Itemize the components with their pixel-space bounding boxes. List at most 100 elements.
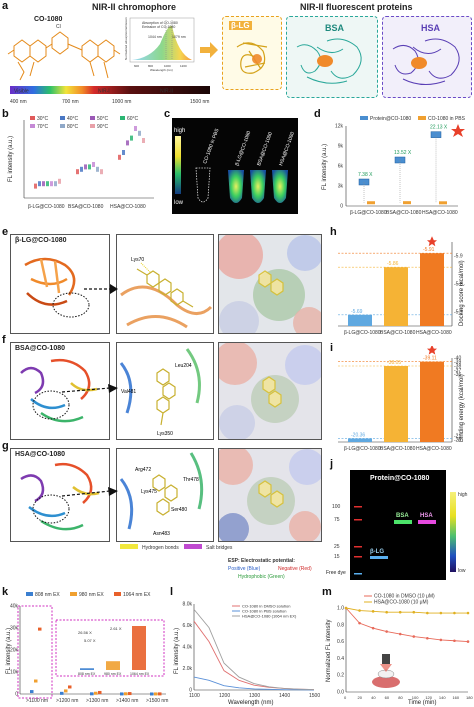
i-xlabel: BSA@CO-1080 <box>380 446 416 452</box>
panel-label-l: l <box>170 586 174 598</box>
inset-xtick-1000: 1000 <box>164 64 171 68</box>
k-ytick: 10k <box>10 670 19 676</box>
mouse-illustration <box>372 654 400 688</box>
inset-xtick-800: 800 <box>148 64 153 68</box>
region-visible: Visible <box>14 89 29 95</box>
k-box <box>90 692 94 696</box>
gel-title: Protein@CO-1080 <box>370 475 429 482</box>
chart-h: -5.7 -5.8 -5.9 -5.69 β-LG@CO-1080 -5.86 BSA@C… <box>338 236 465 336</box>
inset-legend-em: Emission of CO-1080 <box>142 25 175 29</box>
tick-700: 700 nm <box>62 99 79 105</box>
g-residue-lys475: Lys475 <box>141 489 157 495</box>
m-ytick: 0.6 <box>337 639 344 645</box>
g-zoom: Arg472 Thr478 Lys475 Ser480 Asn483 <box>116 448 214 542</box>
panel-label-f: f <box>2 334 6 346</box>
k-inset-xlabel: 980 nm EX <box>104 672 122 676</box>
peak-1079: 1079 nm <box>172 35 186 39</box>
i-ytick: -36 <box>454 372 461 378</box>
peak-1044: 1044 nm <box>148 35 162 39</box>
m-legend-label: HSA@CO-1080 (10 μM) <box>374 600 429 606</box>
m-ytick: 0.8 <box>337 622 344 628</box>
k-xlabel: >1100 nm <box>26 698 48 704</box>
e-surface-svg <box>219 235 321 333</box>
bond-legend: Hydrogen bonds Salt bridges ESP: Electro… <box>120 544 312 580</box>
g-title: HSA@CO-1080 <box>15 451 66 458</box>
m-point <box>466 640 470 643</box>
legend-hbond: Hydrogen bonds <box>142 545 179 551</box>
star-icon <box>451 124 465 137</box>
spectrum-bar: Visible NIR-I NIR-II 400 nm 700 nm 1000 … <box>10 86 210 105</box>
m-xtick: 120 <box>425 695 432 700</box>
d-box-pbs <box>439 201 447 205</box>
e-zoom: Lys70 <box>116 234 214 334</box>
inset-ylabel: Normalized absorption/emission <box>124 17 128 60</box>
esp-title: ESP: Electrostatic potential: <box>228 558 295 564</box>
svg-text:Cl: Cl <box>56 24 61 30</box>
f-title: BSA@CO-1080 <box>15 345 66 352</box>
i-ytick: -39 <box>454 360 461 366</box>
h-ylabel: Docking score (kcal/mol) <box>459 260 465 326</box>
d-box-pbs <box>367 201 375 205</box>
b-legend-swatch <box>90 124 95 128</box>
f-overview-svg <box>20 358 98 423</box>
legend-salt: Salt bridges <box>206 545 233 551</box>
k-legend-label: 980 nm EX <box>79 592 104 598</box>
inset-xlabel: Wavelength (nm) <box>150 68 173 72</box>
k-legend-label: 1064 nm EX <box>123 592 151 598</box>
b-legend-swatch <box>120 116 125 120</box>
g-residue-thr478: Thr478 <box>183 477 199 483</box>
h-bar <box>384 267 408 326</box>
b-legend-label: 80°C <box>67 124 79 130</box>
b-legend-swatch <box>90 116 95 120</box>
k-inset-value: 26.56 X <box>78 630 92 635</box>
m-point <box>371 610 375 613</box>
tube-label-bsa: BSA@CO-1080 <box>256 131 274 166</box>
l-xlabel: Wavelength (nm) <box>228 700 273 706</box>
k-inset-value: 2.61 X <box>110 626 122 631</box>
m-ytick: 1.0 <box>337 606 344 612</box>
k-box <box>68 685 72 689</box>
i-ytick: -40 <box>454 356 461 362</box>
k-xlabel: >1200 nm <box>56 698 78 704</box>
g-residue-ser480: Ser480 <box>171 507 187 513</box>
panel-label-j: j <box>330 458 334 470</box>
panel-label-m: m <box>322 586 332 598</box>
d-legend-pbs: CO-1080 in PBS <box>428 116 466 122</box>
f-zoom-svg: Leu204 Val481 Lys350 <box>119 348 201 437</box>
b-point <box>34 183 37 189</box>
k-box <box>98 690 102 694</box>
dye-name: CO-1080 <box>34 16 63 23</box>
b-point <box>54 181 57 187</box>
m-legend-label: CO-1080 in DMSO (10 μM) <box>374 594 435 600</box>
e-overview-svg <box>24 257 90 318</box>
k-inset-value: 5.07 X <box>84 638 96 643</box>
h-ytick: -5.7 <box>454 310 463 316</box>
d-fold-label: 22.13 X <box>430 125 448 131</box>
marker-25: 25 <box>334 544 340 550</box>
h-ytick: -5.8 <box>454 282 463 288</box>
m-ytick: 0.0 <box>337 690 344 696</box>
m-point <box>398 610 402 614</box>
f-residue-leu204: Leu204 <box>175 363 192 369</box>
b-xlabel-hsa: HSA@CO-1080 <box>110 204 146 210</box>
region-nir2: NIR-II <box>160 89 173 95</box>
g-residue-arg472: Arg472 <box>135 467 151 473</box>
protein-card-hsa: HSA <box>382 16 472 98</box>
m-series-line <box>345 607 469 643</box>
m-point <box>385 630 388 633</box>
b-legend-swatch <box>60 124 65 128</box>
protein-name-bsa: BSA <box>325 23 345 33</box>
k-box <box>60 691 64 695</box>
m-point <box>398 632 402 636</box>
m-xlabel: Time (min) <box>408 700 436 706</box>
h-ytick: -5.9 <box>454 254 463 260</box>
m-xtick: 80 <box>398 695 403 700</box>
b-point <box>46 181 49 187</box>
d-ytick: 3k <box>338 184 344 190</box>
g-arrow-icon <box>61 487 118 497</box>
i-value-label: -20.36 <box>351 432 365 438</box>
bsa-structure <box>296 38 362 84</box>
g-zoom-svg: Arg472 Thr478 Lys475 Ser480 Asn483 <box>119 452 204 537</box>
inset-xtick-1200: 1200 <box>180 64 187 68</box>
